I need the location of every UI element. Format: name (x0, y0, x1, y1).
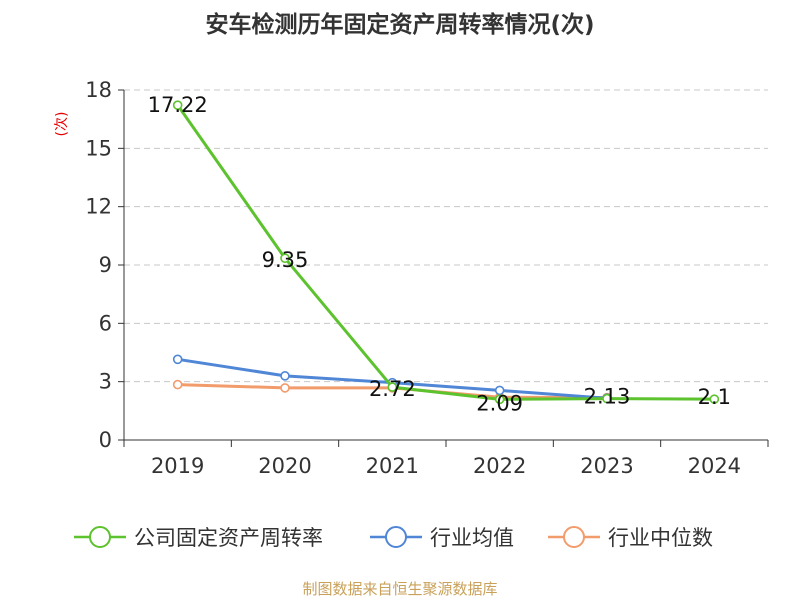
data-point (709, 394, 720, 404)
data-label: 2.1 (698, 385, 731, 409)
data-point (172, 100, 183, 110)
legend-item: 行业中位数 (548, 526, 713, 550)
data-label: 2.72 (369, 377, 416, 401)
series-line (176, 104, 715, 401)
series-group (172, 100, 720, 405)
legend-swatch-marker (385, 526, 407, 548)
data-point (602, 393, 612, 404)
axes (118, 89, 769, 447)
legend-item: 行业均值 (370, 526, 514, 550)
legend-item: 公司固定资产周转率 (74, 526, 323, 550)
data-point (172, 379, 183, 390)
data-label: 2.09 (476, 391, 523, 415)
legend-label: 行业均值 (430, 526, 514, 550)
data-label: 2.13 (584, 385, 631, 409)
data-point (494, 385, 505, 396)
data-point (494, 394, 505, 405)
source-note: 制图数据来自恒生聚源数据库 (302, 580, 497, 598)
y-tick-label: 18 (85, 78, 112, 102)
data-point (280, 383, 290, 393)
y-tick-label: 9 (99, 253, 112, 277)
x-tick-label: 2020 (258, 454, 311, 478)
data-point (387, 382, 398, 392)
grid-lines (124, 89, 768, 383)
x-tick-label: 2022 (473, 454, 526, 478)
legend-label: 公司固定资产周转率 (134, 526, 323, 550)
y-axis-label: (次) (54, 112, 70, 137)
chart-title: 安车检测历年固定资产周转率情况(次) (205, 11, 594, 38)
y-tick-label: 3 (99, 370, 112, 394)
legend-swatch-marker (563, 526, 585, 548)
x-tick-label: 2019 (151, 454, 204, 478)
x-tick-labels: 2019 2020 2021 2022 2023 2024 (151, 454, 741, 478)
x-tick-label: 2024 (688, 454, 741, 478)
x-tick-label: 2023 (580, 454, 633, 478)
legend-label: 行业中位数 (608, 526, 713, 550)
legend-swatch-marker (89, 526, 111, 548)
data-label: 9.35 (262, 248, 309, 272)
y-tick-label: 0 (99, 428, 112, 452)
data-labels: 17.22 9.35 2.72 2.09 2.13 2.1 (148, 93, 731, 415)
data-point (280, 371, 290, 381)
y-tick-label: 6 (99, 311, 112, 335)
data-point (172, 354, 183, 365)
y-tick-labels: 0 3 6 9 12 15 18 (85, 78, 112, 452)
y-tick-label: 12 (85, 195, 112, 219)
data-label: 17.22 (148, 93, 208, 117)
x-tick-label: 2021 (366, 454, 419, 478)
y-tick-label: 15 (85, 136, 112, 160)
legend: 公司固定资产周转率 行业均值 行业中位数 (74, 526, 713, 550)
data-point (280, 253, 290, 263)
